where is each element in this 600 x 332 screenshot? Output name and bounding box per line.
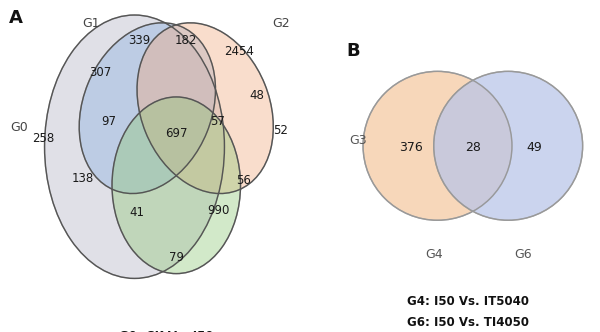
Text: 41: 41 bbox=[130, 206, 145, 219]
Text: 990: 990 bbox=[207, 205, 229, 217]
Ellipse shape bbox=[79, 23, 215, 194]
Text: 28: 28 bbox=[465, 140, 481, 154]
Text: G6: G6 bbox=[515, 248, 532, 261]
Ellipse shape bbox=[112, 97, 241, 274]
Text: A: A bbox=[9, 9, 23, 27]
Ellipse shape bbox=[44, 15, 224, 279]
Text: 138: 138 bbox=[72, 172, 94, 185]
Circle shape bbox=[434, 71, 583, 220]
Text: 182: 182 bbox=[175, 34, 197, 47]
Text: 697: 697 bbox=[165, 127, 188, 140]
Text: 79: 79 bbox=[169, 251, 184, 264]
Text: 52: 52 bbox=[273, 124, 288, 136]
Text: 49: 49 bbox=[527, 140, 542, 154]
Text: G2: G2 bbox=[272, 17, 289, 30]
Ellipse shape bbox=[137, 23, 274, 194]
Text: G0: G0 bbox=[10, 121, 28, 134]
Text: 2454: 2454 bbox=[224, 45, 254, 58]
Text: 57: 57 bbox=[211, 115, 226, 127]
Text: 339: 339 bbox=[128, 34, 151, 47]
Text: G4: G4 bbox=[425, 248, 443, 261]
Text: 307: 307 bbox=[89, 66, 112, 79]
Text: 97: 97 bbox=[101, 115, 116, 127]
Text: G3: G3 bbox=[349, 134, 367, 147]
Text: G0: CK Vs. I50
G1: CK Vs. IT5040
G2: CK Vs. T40
G3: CK Vs. TI4050: G0: CK Vs. I50 G1: CK Vs. IT5040 G2: CK … bbox=[107, 330, 226, 332]
Text: 258: 258 bbox=[32, 132, 54, 145]
Text: G4: I50 Vs. IT5040
G6: I50 Vs. TI4050: G4: I50 Vs. IT5040 G6: I50 Vs. TI4050 bbox=[407, 295, 529, 329]
Text: 56: 56 bbox=[236, 174, 251, 187]
Circle shape bbox=[363, 71, 512, 220]
Text: B: B bbox=[347, 42, 360, 60]
Text: G1: G1 bbox=[82, 17, 100, 30]
Text: 376: 376 bbox=[399, 140, 423, 154]
Text: 48: 48 bbox=[250, 89, 265, 102]
